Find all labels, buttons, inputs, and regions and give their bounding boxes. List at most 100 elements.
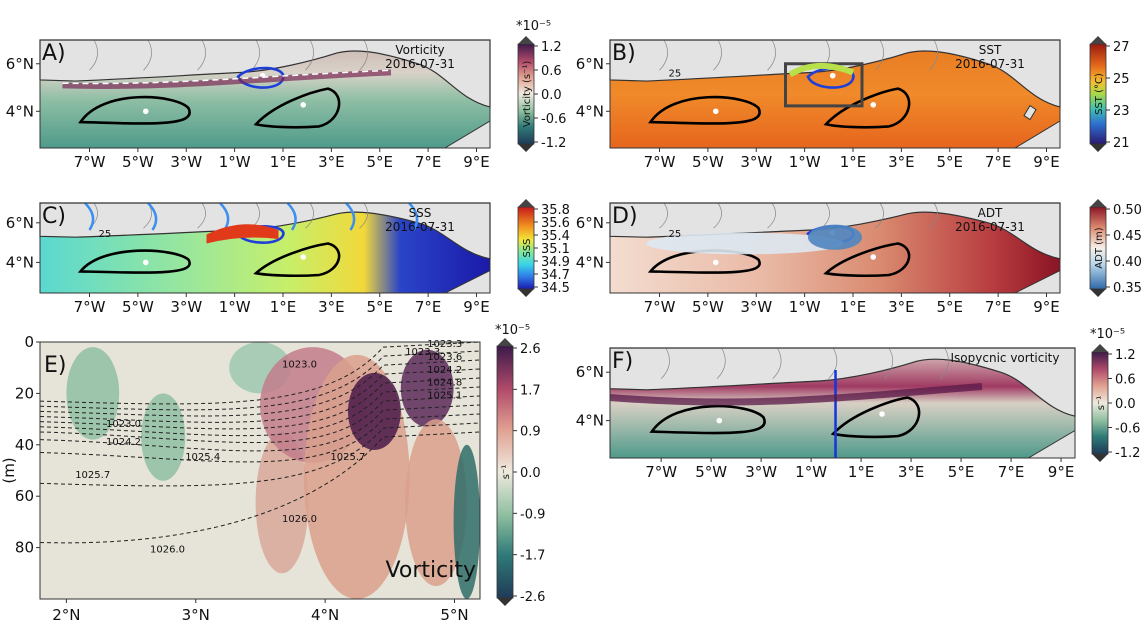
low-adt-core [808, 224, 862, 250]
x-tick-label: 1°E [840, 298, 867, 316]
x-tick-label: 5°W [122, 153, 154, 171]
y-tick-label: 20 [15, 384, 34, 402]
colorbar-tick-label: 34.5 [541, 281, 570, 296]
x-tick-label: 5°E [936, 153, 963, 171]
country-border [359, 202, 368, 229]
density-contour-label: 1026.0 [150, 545, 185, 556]
panel-frame [39, 341, 481, 600]
country-border [305, 202, 314, 229]
panel-date: 2016-07-31 [385, 220, 455, 234]
y-tick-label: 60 [15, 487, 34, 505]
country-border [713, 39, 722, 71]
x-tick-label: 5°W [692, 298, 724, 316]
eddy-center-west [712, 259, 719, 266]
density-contour [39, 413, 481, 463]
density-contour-label: 1025.7 [330, 452, 365, 463]
eddy-contour-west [648, 95, 761, 125]
density-contour-label: 1023.3 [427, 339, 462, 350]
colorbar-top-arrow [497, 338, 513, 346]
density-contour-label: 1023.0 [282, 360, 317, 371]
colorbar-tick-label: 0.9 [520, 425, 541, 440]
y-tick-label: 4°N [576, 253, 604, 271]
y-tick-label: 40 [15, 436, 34, 454]
x-tick-label: 5°E [366, 153, 393, 171]
x-tick-label: 7°E [985, 298, 1012, 316]
panel-frame [39, 39, 491, 149]
country-border [884, 347, 894, 380]
country-border [305, 39, 314, 71]
panel-frame [609, 347, 1076, 459]
colorbar-label: s⁻¹ [1096, 396, 1107, 411]
country-border [828, 347, 838, 380]
colorbar-tick-label: 1.2 [1115, 348, 1136, 363]
country-border [716, 347, 726, 380]
panel-f: F) Isopycnic vorticity 7°W 5°W 3°W 1°W 1°E 3°E 5… [576, 327, 1141, 481]
colorbar-bottom-arrow [497, 598, 513, 606]
colorbar-tick-label: 0.40 [1113, 255, 1142, 270]
colorbar-tick-label: -0.9 [520, 507, 545, 522]
x-tick-label: 5°W [122, 298, 154, 316]
colorbar-bottom-arrow [1090, 144, 1106, 152]
colorbar-tick-label: 0.0 [1115, 397, 1136, 412]
panel-title: SST [979, 43, 1002, 57]
contour-label: 25 [669, 229, 682, 240]
vorticity-band [609, 383, 983, 406]
colorbar-tick-label: 35.8 [541, 203, 570, 218]
eddy-contour-east [253, 87, 341, 129]
y-tick-label: 0 [24, 333, 34, 351]
country-border [929, 39, 938, 71]
colorbar-tick-label: -0.6 [541, 112, 566, 127]
x-tick-label: 3°N [182, 606, 210, 624]
density-contour-label: 1026.0 [282, 514, 317, 525]
density-contour-label: 1025.7 [75, 470, 110, 481]
colorbar-tick-label: 1.2 [541, 40, 562, 55]
colorbar-bottom-arrow [518, 144, 534, 152]
panel-frame [609, 39, 1061, 149]
river [408, 202, 419, 231]
x-tick-label: 5°E [948, 463, 975, 481]
island-bioko [1023, 104, 1037, 121]
density-contour-label: 1025.4 [185, 452, 220, 463]
panel-e: 1023.31023.01023.31023.61024.21024.81025… [0, 323, 545, 624]
panel-title: SSS [409, 206, 432, 220]
y-tick-label: 6°N [576, 214, 604, 232]
x-tick-label: 3°E [318, 298, 345, 316]
country-border [875, 39, 884, 71]
x-tick-label: 7°E [415, 298, 442, 316]
x-tick-label: 1°W [789, 153, 821, 171]
x-tick-label: 9°E [463, 298, 490, 316]
x-tick-label: 5°W [695, 463, 727, 481]
country-border [659, 39, 668, 71]
x-tick-label: 3°W [170, 153, 202, 171]
x-tick-label: 1°E [840, 153, 867, 171]
x-tick-label: 3°W [740, 153, 772, 171]
x-tick-label: 3°E [888, 298, 915, 316]
country-border [143, 39, 152, 71]
y-tick-label: 4°N [6, 102, 34, 120]
density-contour-label: 1023.6 [427, 352, 462, 363]
density-contour [39, 350, 481, 411]
river [147, 202, 158, 231]
cyclonic-eddy-contour [806, 66, 855, 89]
country-border [767, 202, 776, 229]
country-border [251, 39, 260, 71]
land-mass [39, 39, 491, 108]
x-tick-label: 9°E [1048, 463, 1075, 481]
river [345, 202, 356, 231]
colorbar-tick-label: -1.2 [541, 136, 566, 151]
colorbar-tick-label: 0.35 [1113, 281, 1142, 296]
x-tick-label: 5°E [936, 298, 963, 316]
x-tick-label: 3°W [740, 298, 772, 316]
colorbar-tick-label: 27 [1113, 40, 1130, 55]
colorbar-top-arrow [1090, 36, 1106, 44]
land-mass [609, 347, 1076, 417]
colorbar-scale: *10⁻⁵ [1090, 327, 1125, 342]
panel-letter: F) [612, 349, 633, 374]
colorbar-tick-label: 25 [1113, 72, 1130, 87]
colorbar-top-arrow [518, 36, 534, 44]
vorticity-region [405, 419, 467, 587]
eddy-center-east [300, 254, 307, 260]
x-tick-label: 9°E [1033, 298, 1060, 316]
